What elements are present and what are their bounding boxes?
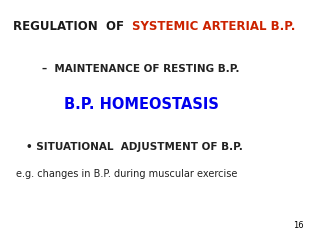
Text: B.P. HOMEOSTASIS: B.P. HOMEOSTASIS [64,97,219,112]
Text: –  MAINTENANCE OF RESTING B.P.: – MAINTENANCE OF RESTING B.P. [42,64,239,74]
Text: e.g. changes in B.P. during muscular exercise: e.g. changes in B.P. during muscular exe… [16,169,237,179]
Text: 16: 16 [293,221,304,230]
Text: • SITUATIONAL  ADJUSTMENT OF B.P.: • SITUATIONAL ADJUSTMENT OF B.P. [26,142,243,152]
Text: REGULATION  OF: REGULATION OF [13,20,132,33]
Text: SYSTEMIC ARTERIAL B.P.: SYSTEMIC ARTERIAL B.P. [132,20,295,33]
